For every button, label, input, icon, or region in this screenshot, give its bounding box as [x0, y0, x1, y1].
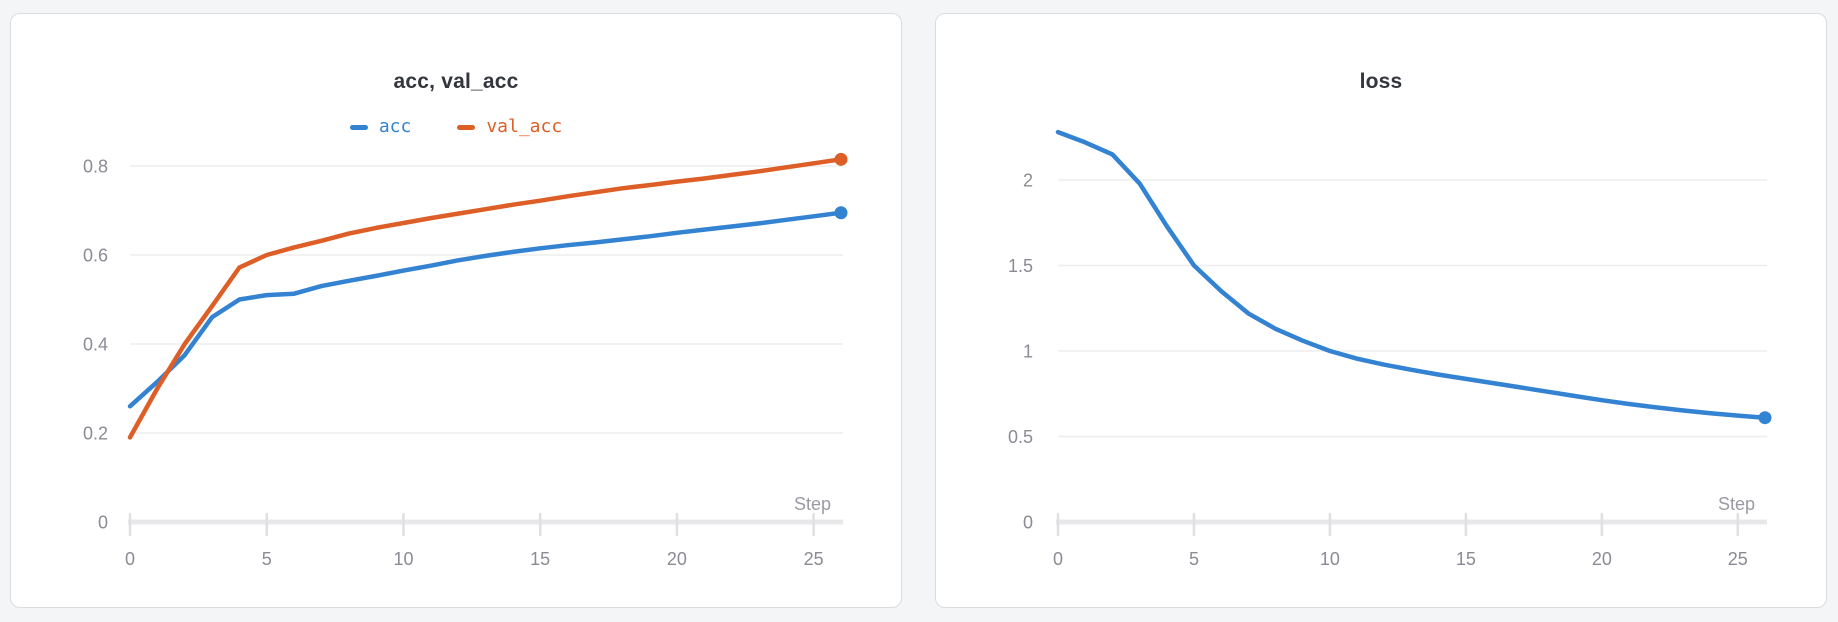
x-axis-label: Step	[1718, 494, 1755, 514]
legend-item-acc[interactable]: acc	[349, 116, 412, 137]
legend-swatch-icon	[457, 124, 476, 130]
series-end-dot-loss	[1758, 411, 1772, 425]
series-line-val_acc	[127, 157, 844, 440]
y-tick-label: 0.2	[83, 424, 108, 444]
x-tick-label: 10	[1320, 549, 1340, 569]
y-tick-label: 0.4	[83, 335, 108, 355]
accuracy-chart: 0 0.2 0.4 0.6 0.8 0 5 10 15 20 25 Step	[83, 152, 848, 569]
chart-title: acc, val_acc	[393, 70, 519, 93]
x-tick-label: 10	[393, 549, 413, 569]
legend-label: val_acc	[486, 116, 563, 137]
legend-label: acc	[378, 116, 412, 137]
series-end-dot-val_acc	[834, 152, 848, 166]
y-tick-label: 1.5	[1008, 256, 1033, 276]
y-tick-label: 0.5	[1008, 427, 1033, 447]
panel-acc-valacc[interactable]: 0 0.2 0.4 0.6 0.8 0 5 10 15 20 25 Step acc, val_acc…	[10, 13, 902, 608]
series-line-acc	[127, 210, 844, 409]
y-tick-label: 0.8	[83, 157, 108, 177]
x-tick-label: 0	[125, 549, 135, 569]
series-line-loss	[1055, 129, 1768, 420]
legend-item-val_acc[interactable]: val_acc	[457, 118, 562, 136]
x-tick-label: 5	[1189, 549, 1199, 569]
panel-loss[interactable]: 0 0.5 1 1.5 2 0 5 10 15 20 25 Step loss	[935, 13, 1827, 608]
y-tick-label: 0.6	[83, 246, 108, 266]
x-tick-label: 25	[804, 549, 824, 569]
y-tick-label: 1	[1023, 342, 1033, 362]
x-tick-label: 15	[530, 549, 550, 569]
x-tick-label: 25	[1728, 549, 1748, 569]
chart-title: loss	[1359, 70, 1403, 93]
series-end-dot-acc	[834, 206, 848, 220]
x-tick-label: 0	[1053, 549, 1063, 569]
x-axis-label: Step	[794, 494, 831, 514]
chart-legend: acc val_acc	[11, 115, 901, 139]
x-tick-label: 15	[1456, 549, 1476, 569]
x-tick-label: 5	[262, 549, 272, 569]
y-tick-label: 0	[98, 513, 108, 533]
x-tick-label: 20	[1592, 549, 1612, 569]
y-tick-label: 0	[1023, 513, 1033, 533]
y-tick-label: 2	[1023, 171, 1033, 191]
legend-swatch-icon	[349, 124, 368, 130]
x-tick-label: 20	[667, 549, 687, 569]
